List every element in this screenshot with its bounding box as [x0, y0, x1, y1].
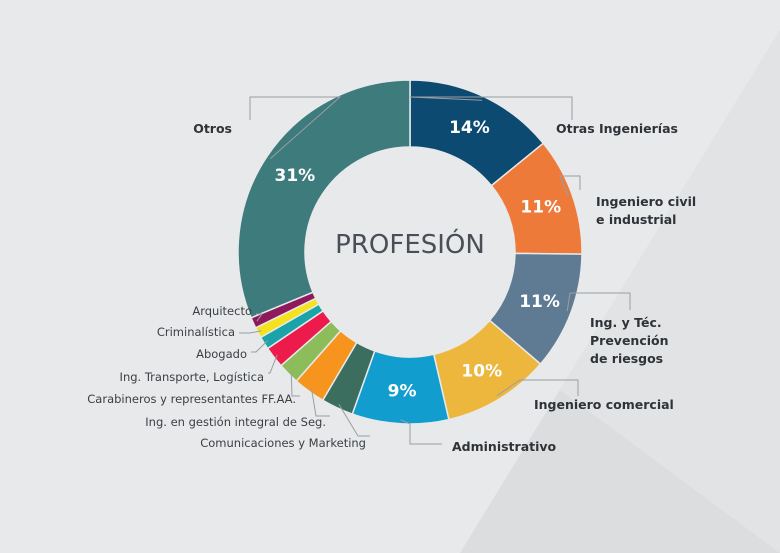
value-label-otros: 31% — [274, 166, 315, 186]
background-diagonal-light — [560, 30, 780, 553]
category-label-otros: Otros — [193, 121, 232, 136]
category-label-arquitecto: Arquitecto — [192, 304, 252, 318]
category-label-ingeniero-civil-e-industrial: Ingeniero civil e industrial — [596, 194, 696, 227]
category-label-otras-ingenierias: Otras Ingenierías — [556, 121, 678, 136]
category-label-carabineros-y-representantes-ff-aa: Carabineros y representantes FF.AA. — [87, 392, 296, 406]
category-label-administrativo: Administrativo — [452, 439, 557, 454]
category-label-ing-transporte-logistica: Ing. Transporte, Logística — [120, 370, 264, 384]
leader-line-ingeniero-civil-e-industrial — [559, 175, 581, 197]
leader-line-otros — [249, 96, 342, 160]
value-label-ingeniero-civil-e-industrial: 11% — [520, 197, 561, 217]
value-label-ingeniero-comercial: 10% — [461, 361, 502, 381]
category-label-criminalistica: Criminalística — [157, 325, 235, 339]
category-label-ingeniero-comercial: Ingeniero comercial — [534, 397, 674, 412]
leader-line-administrativo — [400, 419, 442, 445]
leader-line-ing-y-tec-prevencion-de-riesgos — [566, 292, 631, 312]
leader-line-ing-en-gestion-integral-de-seg — [310, 387, 330, 417]
leader-line-comunicaciones-y-marketing — [338, 403, 370, 437]
leader-line-ingeniero-comercial — [496, 379, 579, 397]
category-label-ing-en-gestion-integral-de-seg: Ing. en gestión integral de Seg. — [145, 415, 326, 429]
category-label-comunicaciones-y-marketing: Comunicaciones y Marketing — [200, 436, 366, 450]
category-label-abogado: Abogado — [196, 347, 247, 361]
leader-line-otras-ingenierias — [409, 96, 573, 120]
value-label-ing-y-tec-prevencion-de-riesgos: 11% — [519, 292, 560, 312]
leader-line-ing-transporte-logistica — [268, 354, 278, 374]
value-label-administrativo: 9% — [388, 381, 417, 401]
chart-title: PROFESIÓN — [335, 228, 485, 260]
leader-line-carabineros-y-representantes-ff-aa — [290, 370, 300, 397]
category-label-ing-y-tec-prevencion-de-riesgos: Ing. y Téc. Prevención de riesgos — [590, 315, 669, 366]
leader-line-abogado — [251, 340, 268, 353]
slice-otros — [237, 79, 411, 319]
leader-line-arquitecto — [256, 313, 263, 322]
value-label-otras-ingenierias: 14% — [449, 118, 490, 138]
leader-line-criminalistica — [239, 330, 262, 334]
